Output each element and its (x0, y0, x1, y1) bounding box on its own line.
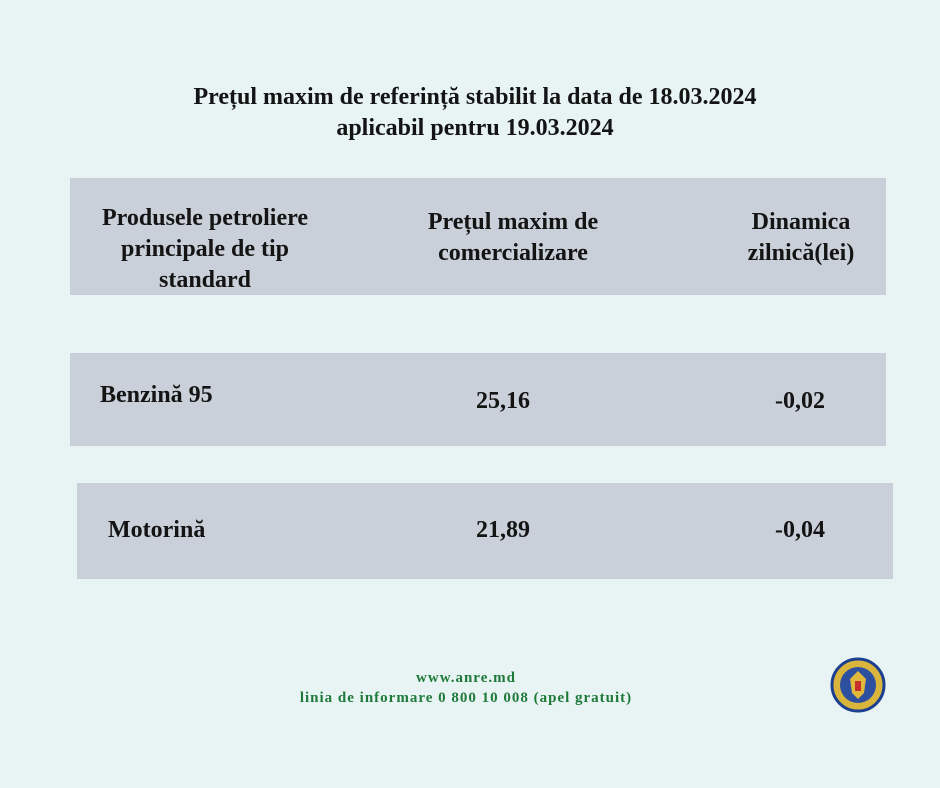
price-cell: 25,16 (476, 388, 530, 414)
change-cell: -0,02 (775, 388, 825, 414)
header-cell: principale de tip (120, 236, 290, 262)
price-cell: 21,89 (476, 517, 530, 543)
product-cell: Benzină 95 (100, 382, 213, 408)
header-cell: Dinamica (751, 209, 851, 235)
header-cell: Prețul maxim de (427, 209, 599, 235)
table-row (70, 353, 886, 446)
title-line: Prețul maxim de referință stabilit la da… (193, 84, 757, 110)
emblem (830, 657, 886, 713)
title-line: aplicabil pentru 19.03.2024 (336, 115, 614, 141)
table-header (70, 178, 886, 295)
product-cell: Motorină (108, 517, 206, 543)
footer-website: www.anre.md (416, 670, 516, 686)
header-cell: comercializare (438, 240, 588, 266)
table-row (77, 483, 893, 579)
header-cell: zilnică(lei) (747, 240, 855, 266)
footer-hotline: linia de informare 0 800 10 008 (apel gr… (299, 690, 633, 706)
header-cell: standard (158, 267, 252, 293)
header-cell: Produsele petroliere (102, 205, 308, 231)
change-cell: -0,04 (775, 517, 825, 543)
